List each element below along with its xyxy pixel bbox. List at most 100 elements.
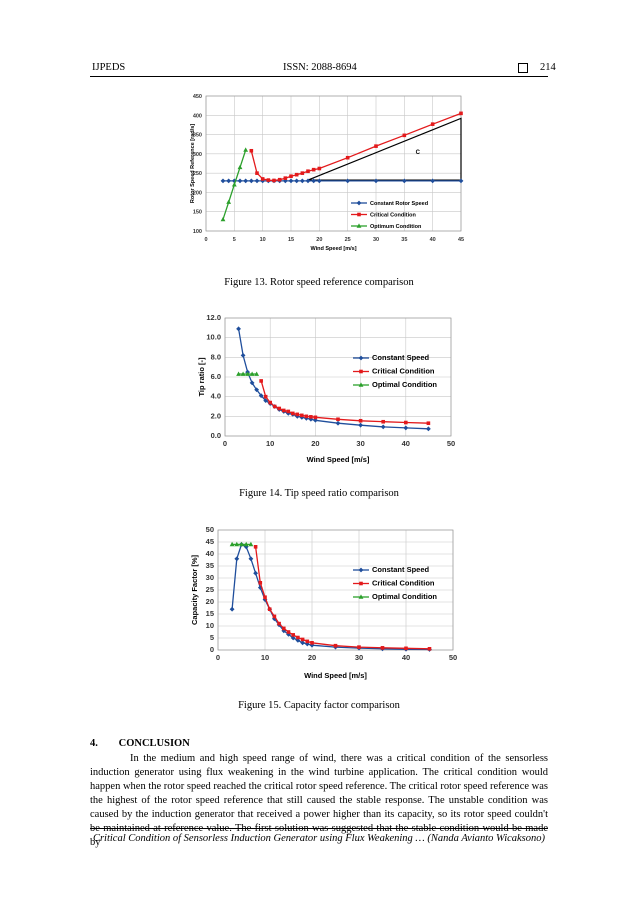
legend-label: Critical Condition bbox=[372, 367, 435, 376]
data-point bbox=[253, 570, 258, 576]
data-point bbox=[248, 178, 254, 184]
data-point bbox=[281, 408, 286, 413]
data-point bbox=[272, 178, 276, 183]
data-point bbox=[311, 167, 316, 172]
data-point bbox=[295, 412, 300, 417]
data-point bbox=[220, 216, 226, 222]
data-point bbox=[249, 380, 255, 386]
data-point bbox=[254, 371, 260, 376]
data-point bbox=[248, 541, 254, 547]
y-tick-label: 250 bbox=[193, 171, 202, 177]
data-point bbox=[430, 122, 435, 126]
y-axis-label: Tip ratio [-] bbox=[197, 357, 206, 397]
section-number: 4. bbox=[90, 738, 98, 749]
data-point bbox=[255, 171, 259, 175]
y-tick-label: 25 bbox=[206, 585, 214, 594]
y-tick-label: 50 bbox=[206, 525, 214, 534]
data-point bbox=[286, 409, 291, 414]
data-point bbox=[300, 413, 304, 418]
data-point bbox=[249, 148, 254, 153]
data-point bbox=[290, 635, 296, 641]
data-point bbox=[288, 178, 294, 184]
section-title: CONCLUSION bbox=[118, 738, 190, 749]
data-point bbox=[258, 581, 263, 585]
x-tick-label: 50 bbox=[449, 653, 457, 662]
y-tick-label: 35 bbox=[206, 561, 214, 570]
data-point bbox=[358, 418, 363, 423]
y-tick-label: 2.0 bbox=[211, 411, 221, 420]
series-1 bbox=[249, 111, 463, 183]
journal-name: IJPEDS bbox=[92, 62, 126, 73]
x-tick-label: 30 bbox=[356, 439, 364, 448]
data-point bbox=[263, 398, 269, 403]
y-tick-label: 40 bbox=[206, 549, 214, 558]
data-point bbox=[237, 178, 243, 184]
series-0 bbox=[220, 178, 464, 184]
series-1 bbox=[253, 545, 432, 651]
data-point bbox=[345, 155, 350, 160]
chart-rotor-speed-reference: 100 150 200 250 300 350 400 450 0 5 10 15 20 25 30 35 40… bbox=[190, 94, 464, 252]
data-point bbox=[345, 178, 351, 184]
data-point bbox=[296, 635, 300, 640]
x-tick-label: 0 bbox=[216, 653, 220, 662]
x-tick-label: 20 bbox=[308, 653, 316, 662]
y-tick-label: 4.0 bbox=[211, 392, 221, 401]
data-point bbox=[259, 379, 263, 383]
data-point bbox=[358, 422, 363, 428]
x-axis-label: Wind Speed [m/s] bbox=[304, 671, 367, 680]
y-axis-label: Capacity Factor [%] bbox=[190, 554, 199, 625]
y-tick-label: 6.0 bbox=[211, 372, 221, 381]
legend-label: Constant Speed bbox=[372, 353, 430, 362]
y-tick-label: 10.0 bbox=[206, 333, 221, 342]
chart-tip-speed-ratio: 0.0 2.0 4.0 6.0 8.0 10.0 12.0 0 10 20 30 40 50 Consta… bbox=[197, 313, 455, 464]
data-point bbox=[254, 178, 260, 184]
data-point bbox=[254, 387, 260, 393]
legend-label: Constant Rotor Speed bbox=[370, 201, 428, 207]
data-point bbox=[272, 404, 277, 409]
data-point bbox=[258, 393, 264, 399]
data-point bbox=[299, 178, 305, 184]
data-point bbox=[380, 646, 385, 650]
x-tick-label: 25 bbox=[345, 237, 351, 243]
data-point bbox=[306, 169, 310, 174]
y-tick-label: 0.0 bbox=[211, 431, 221, 440]
legend-marker bbox=[358, 594, 364, 599]
data-point bbox=[229, 541, 235, 547]
x-tick-label: 40 bbox=[430, 237, 436, 243]
legend-label: Critical Condition bbox=[370, 213, 416, 219]
data-point bbox=[291, 411, 295, 416]
page-number: 214 bbox=[540, 62, 556, 73]
x-axis-label: Wind Speed [m/s] bbox=[310, 246, 356, 252]
data-point bbox=[248, 556, 254, 562]
data-point bbox=[282, 626, 286, 631]
plot-area-border bbox=[217, 529, 454, 651]
data-point bbox=[237, 164, 243, 170]
series-2 bbox=[220, 147, 249, 222]
data-point bbox=[243, 541, 249, 547]
data-point bbox=[286, 630, 291, 634]
data-point bbox=[426, 426, 431, 432]
x-tick-label: 30 bbox=[355, 653, 363, 662]
x-tick-label: 30 bbox=[373, 237, 379, 243]
data-point bbox=[430, 178, 436, 184]
data-point bbox=[403, 425, 409, 431]
data-point bbox=[336, 417, 340, 422]
data-point bbox=[263, 394, 268, 399]
data-point bbox=[309, 642, 315, 648]
y-tick-label: 45 bbox=[206, 537, 214, 546]
series-2 bbox=[236, 371, 260, 376]
data-point bbox=[272, 614, 277, 619]
data-point bbox=[380, 424, 386, 430]
data-point bbox=[309, 415, 313, 419]
y-tick-label: 10 bbox=[206, 621, 214, 630]
data-point bbox=[268, 400, 272, 405]
data-point bbox=[277, 177, 282, 182]
x-tick-label: 0 bbox=[204, 237, 207, 243]
x-tick-label: 20 bbox=[316, 237, 322, 243]
data-point bbox=[427, 647, 432, 651]
chart-capacity-factor: 0 5 10 15 20 25 30 35 40 45 50 0 10 20 30 40 50 Constant … bbox=[190, 525, 457, 680]
data-point bbox=[373, 178, 379, 184]
legend-marker bbox=[356, 200, 362, 206]
data-point bbox=[294, 178, 300, 184]
data-point bbox=[401, 178, 407, 184]
